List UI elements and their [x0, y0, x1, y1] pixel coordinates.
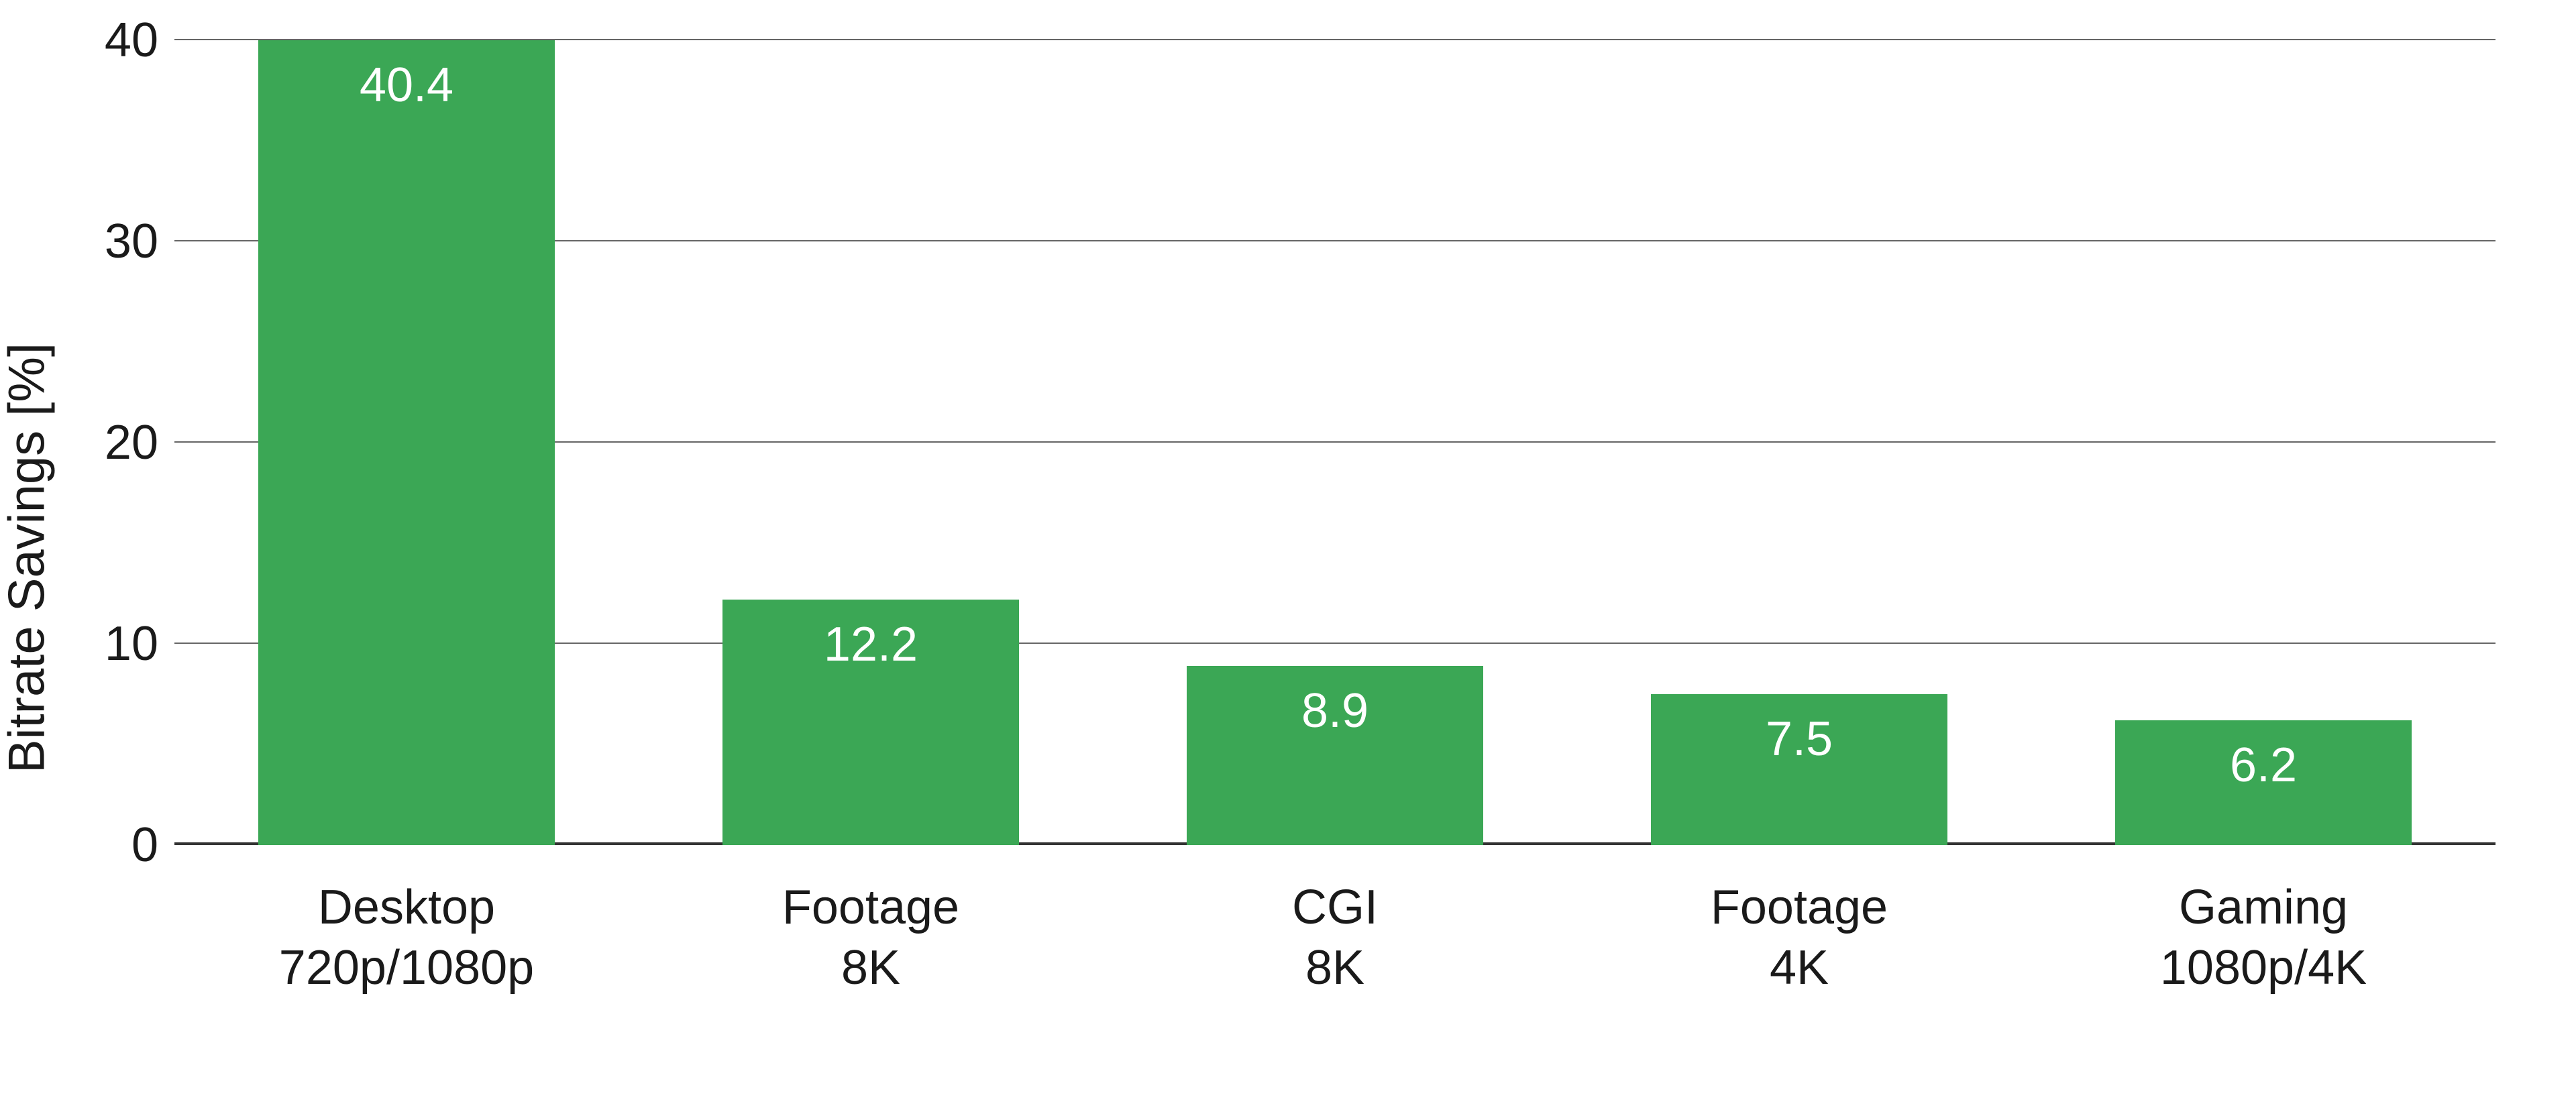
x-tick-label: Footage 8K [782, 845, 959, 998]
bitrate-savings-chart: Bitrate Savings [%] 010203040 40.4Deskto… [0, 0, 2576, 1116]
bar-value-label: 7.5 [1766, 712, 1833, 767]
y-tick-label: 20 [105, 415, 174, 470]
y-axis-label: Bitrate Savings [%] [0, 343, 56, 773]
x-tick-label: Footage 4K [1711, 845, 1888, 998]
bars: 40.4Desktop 720p/1080p12.2Footage 8K8.9C… [174, 40, 2496, 845]
bar-value-label: 8.9 [1301, 683, 1368, 738]
bar-value-label: 40.4 [360, 58, 453, 113]
x-tick-label: Desktop 720p/1080p [279, 845, 534, 998]
plot-area: 010203040 40.4Desktop 720p/1080p12.2Foot… [174, 40, 2496, 845]
x-tick-label: CGI 8K [1292, 845, 1378, 998]
y-tick-label: 0 [131, 818, 174, 873]
x-tick-label: Gaming 1080p/4K [2160, 845, 2367, 998]
y-tick-label: 10 [105, 616, 174, 671]
y-tick-label: 30 [105, 214, 174, 269]
y-tick-label: 40 [105, 13, 174, 68]
bar [258, 40, 555, 845]
bar-value-label: 6.2 [2230, 738, 2297, 793]
bar-value-label: 12.2 [824, 617, 918, 672]
